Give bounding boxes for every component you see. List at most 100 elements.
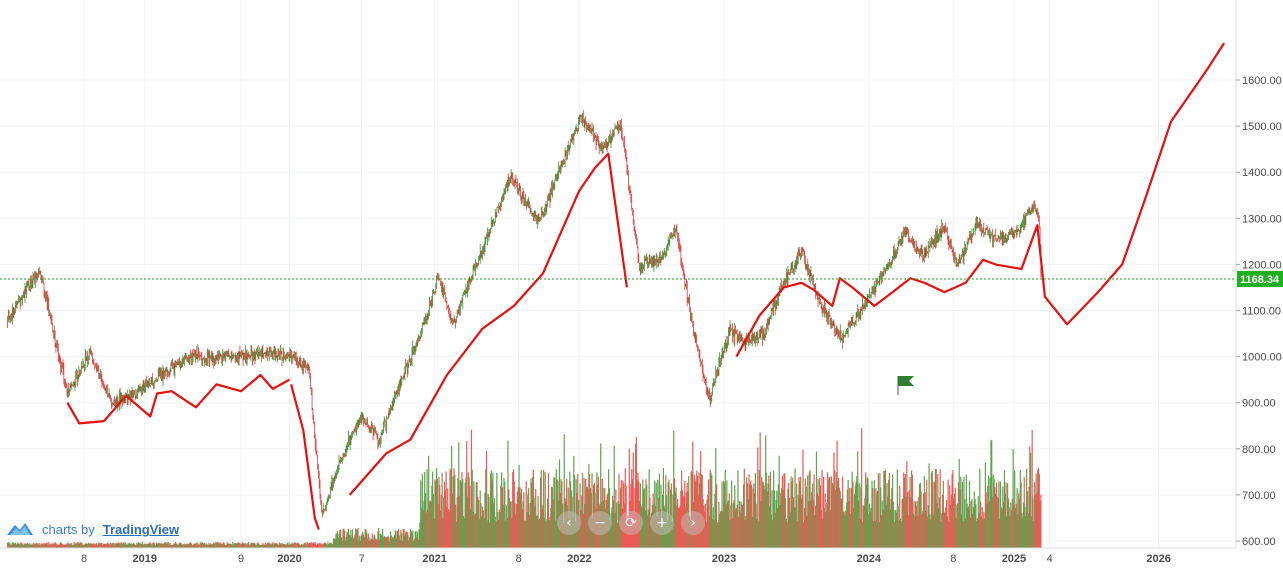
volume-bar bbox=[526, 511, 528, 548]
volume-bar bbox=[708, 516, 711, 548]
volume-bar bbox=[718, 501, 720, 548]
volume-bar bbox=[363, 534, 365, 548]
volume-bar bbox=[452, 476, 454, 548]
volume-bar bbox=[73, 542, 75, 548]
time-tick-label: 2024 bbox=[857, 553, 882, 565]
volume-bar bbox=[623, 483, 625, 548]
volume-bar bbox=[448, 511, 450, 548]
volume-bar bbox=[36, 543, 38, 548]
volume-bar bbox=[1019, 469, 1021, 548]
volume-bar bbox=[818, 496, 820, 548]
volume-bar bbox=[604, 508, 607, 548]
volume-bar bbox=[729, 519, 731, 548]
volume-bar bbox=[959, 489, 961, 548]
volume-bar bbox=[678, 507, 680, 548]
reset-zoom-button[interactable]: ⟳ bbox=[619, 511, 643, 535]
volume-bar bbox=[930, 472, 933, 548]
volume-bar bbox=[220, 542, 222, 548]
branding-link[interactable]: TradingView bbox=[102, 522, 180, 537]
volume-bar bbox=[336, 530, 339, 548]
volume-bar bbox=[484, 493, 486, 548]
volume-bar bbox=[271, 542, 274, 548]
volume-bar bbox=[659, 509, 661, 548]
volume-bar bbox=[435, 480, 437, 548]
volume-bar bbox=[1026, 468, 1028, 548]
zoom-out-button[interactable]: − bbox=[588, 511, 612, 535]
volume-bar bbox=[181, 544, 183, 548]
volume-bar bbox=[453, 468, 455, 548]
volume-bar bbox=[981, 507, 983, 548]
volume-bar bbox=[976, 518, 979, 548]
volume-bar bbox=[443, 481, 446, 548]
time-axis[interactable]: 8 2019 9 2020 7 2021 8 2022 2023 2024 8 2025 4 2026 bbox=[0, 547, 1236, 565]
volume-bar bbox=[407, 534, 409, 548]
scroll-right-button[interactable]: › bbox=[681, 511, 705, 535]
volume-bar bbox=[1000, 507, 1002, 548]
volume-bar bbox=[1029, 446, 1031, 548]
tradingview-branding[interactable]: charts by TradingView bbox=[6, 519, 179, 540]
volume-bar bbox=[580, 510, 582, 548]
volume-bar bbox=[439, 510, 442, 548]
volume-bar bbox=[16, 543, 18, 548]
volume-bar bbox=[765, 472, 768, 548]
volume-bar bbox=[838, 487, 841, 548]
volume-bar bbox=[605, 499, 607, 548]
volume-bar bbox=[327, 542, 329, 548]
flag-marker[interactable] bbox=[897, 376, 914, 395]
zoom-in-button[interactable]: + bbox=[650, 511, 674, 535]
volume-bar bbox=[14, 542, 17, 548]
volume-bar bbox=[624, 468, 626, 548]
volume-bar bbox=[658, 473, 661, 548]
volume-bar bbox=[741, 504, 743, 548]
volume-bar bbox=[588, 463, 590, 548]
volume-bar bbox=[125, 544, 128, 548]
volume-bar bbox=[121, 543, 124, 548]
volume-bar bbox=[849, 513, 852, 548]
volume-bar bbox=[739, 512, 741, 548]
volume-bar bbox=[447, 509, 450, 548]
volume-bar bbox=[840, 498, 842, 548]
volume-bar bbox=[570, 490, 573, 548]
volume-bar bbox=[190, 543, 193, 548]
volume-bar bbox=[960, 514, 963, 548]
volume-bar bbox=[692, 441, 694, 548]
volume-bar bbox=[337, 537, 339, 548]
scroll-left-button[interactable]: ‹ bbox=[557, 511, 581, 535]
volume-bar bbox=[529, 503, 531, 548]
volume-bar bbox=[378, 528, 380, 548]
volume-bar bbox=[458, 442, 460, 548]
volume-bar bbox=[577, 499, 580, 548]
volume-bar bbox=[149, 542, 151, 548]
volume-bar bbox=[466, 496, 469, 548]
price-axis[interactable]: 600.00 700.00 800.00 900.00 1000.00 1100.00 12… bbox=[1235, 0, 1282, 548]
volume-bar bbox=[460, 482, 462, 548]
volume-bar bbox=[438, 477, 440, 548]
volume-bar bbox=[197, 544, 199, 548]
volume-bar bbox=[331, 544, 333, 548]
volume-bar bbox=[14, 543, 16, 548]
volume-bar bbox=[727, 500, 730, 548]
volume-bar bbox=[482, 510, 484, 548]
volume-bar bbox=[669, 514, 671, 548]
volume-bar bbox=[998, 481, 1000, 548]
volume-bar bbox=[943, 512, 945, 548]
volume-bar bbox=[250, 542, 252, 548]
volume-bar bbox=[690, 472, 692, 548]
volume-bar bbox=[1003, 502, 1005, 548]
volume-bar bbox=[370, 539, 372, 548]
volume-bar bbox=[505, 505, 507, 548]
volume-bar bbox=[292, 543, 294, 548]
volume-bar bbox=[581, 473, 584, 548]
volume-bar bbox=[923, 476, 925, 548]
time-tick-label: 2021 bbox=[422, 553, 446, 565]
volume-bar bbox=[475, 482, 477, 548]
volume-bar bbox=[694, 479, 696, 548]
volume-bar bbox=[992, 474, 994, 548]
volume-bar bbox=[527, 488, 530, 548]
volume-bar bbox=[1040, 494, 1042, 548]
volume-bar bbox=[424, 493, 427, 548]
volume-bar bbox=[892, 474, 894, 548]
volume-bar bbox=[888, 479, 890, 548]
volume-bar bbox=[972, 514, 974, 548]
